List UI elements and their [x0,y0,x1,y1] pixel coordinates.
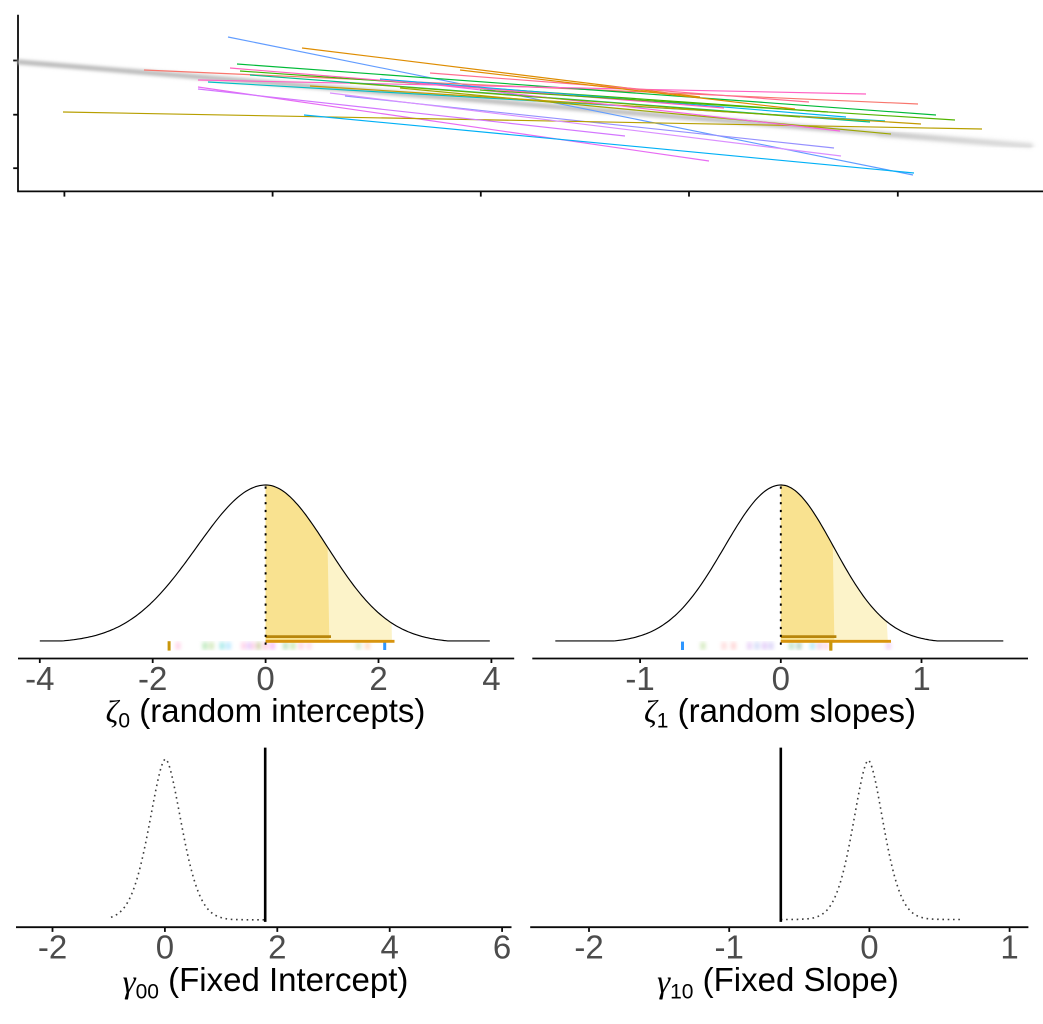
svg-text:γ10 (Fixed Slope): γ10 (Fixed Slope) [657,961,899,1004]
svg-text:4: 4 [381,929,399,966]
svg-text:ζ0 (random intercepts): ζ0 (random intercepts) [106,692,426,733]
svg-text:-2: -2 [574,929,603,966]
svg-text:1: 1 [1000,929,1018,966]
svg-text:2: 2 [369,660,387,697]
svg-text:-2: -2 [38,929,67,966]
svg-text:-1: -1 [625,660,654,697]
svg-text:0: 0 [772,660,790,697]
svg-text:4: 4 [482,660,500,697]
svg-text:2: 2 [268,929,286,966]
svg-text:0: 0 [860,929,878,966]
svg-text:0: 0 [256,660,274,697]
svg-text:γ00 (Fixed Intercept): γ00 (Fixed Intercept) [123,961,409,1004]
svg-text:-1: -1 [715,929,744,966]
svg-text:-4: -4 [25,660,54,697]
svg-text:-2: -2 [138,660,167,697]
svg-text:0: 0 [156,929,174,966]
svg-text:ζ1 (random slopes): ζ1 (random slopes) [644,692,916,733]
svg-text:1: 1 [912,660,930,697]
svg-text:6: 6 [493,929,511,966]
